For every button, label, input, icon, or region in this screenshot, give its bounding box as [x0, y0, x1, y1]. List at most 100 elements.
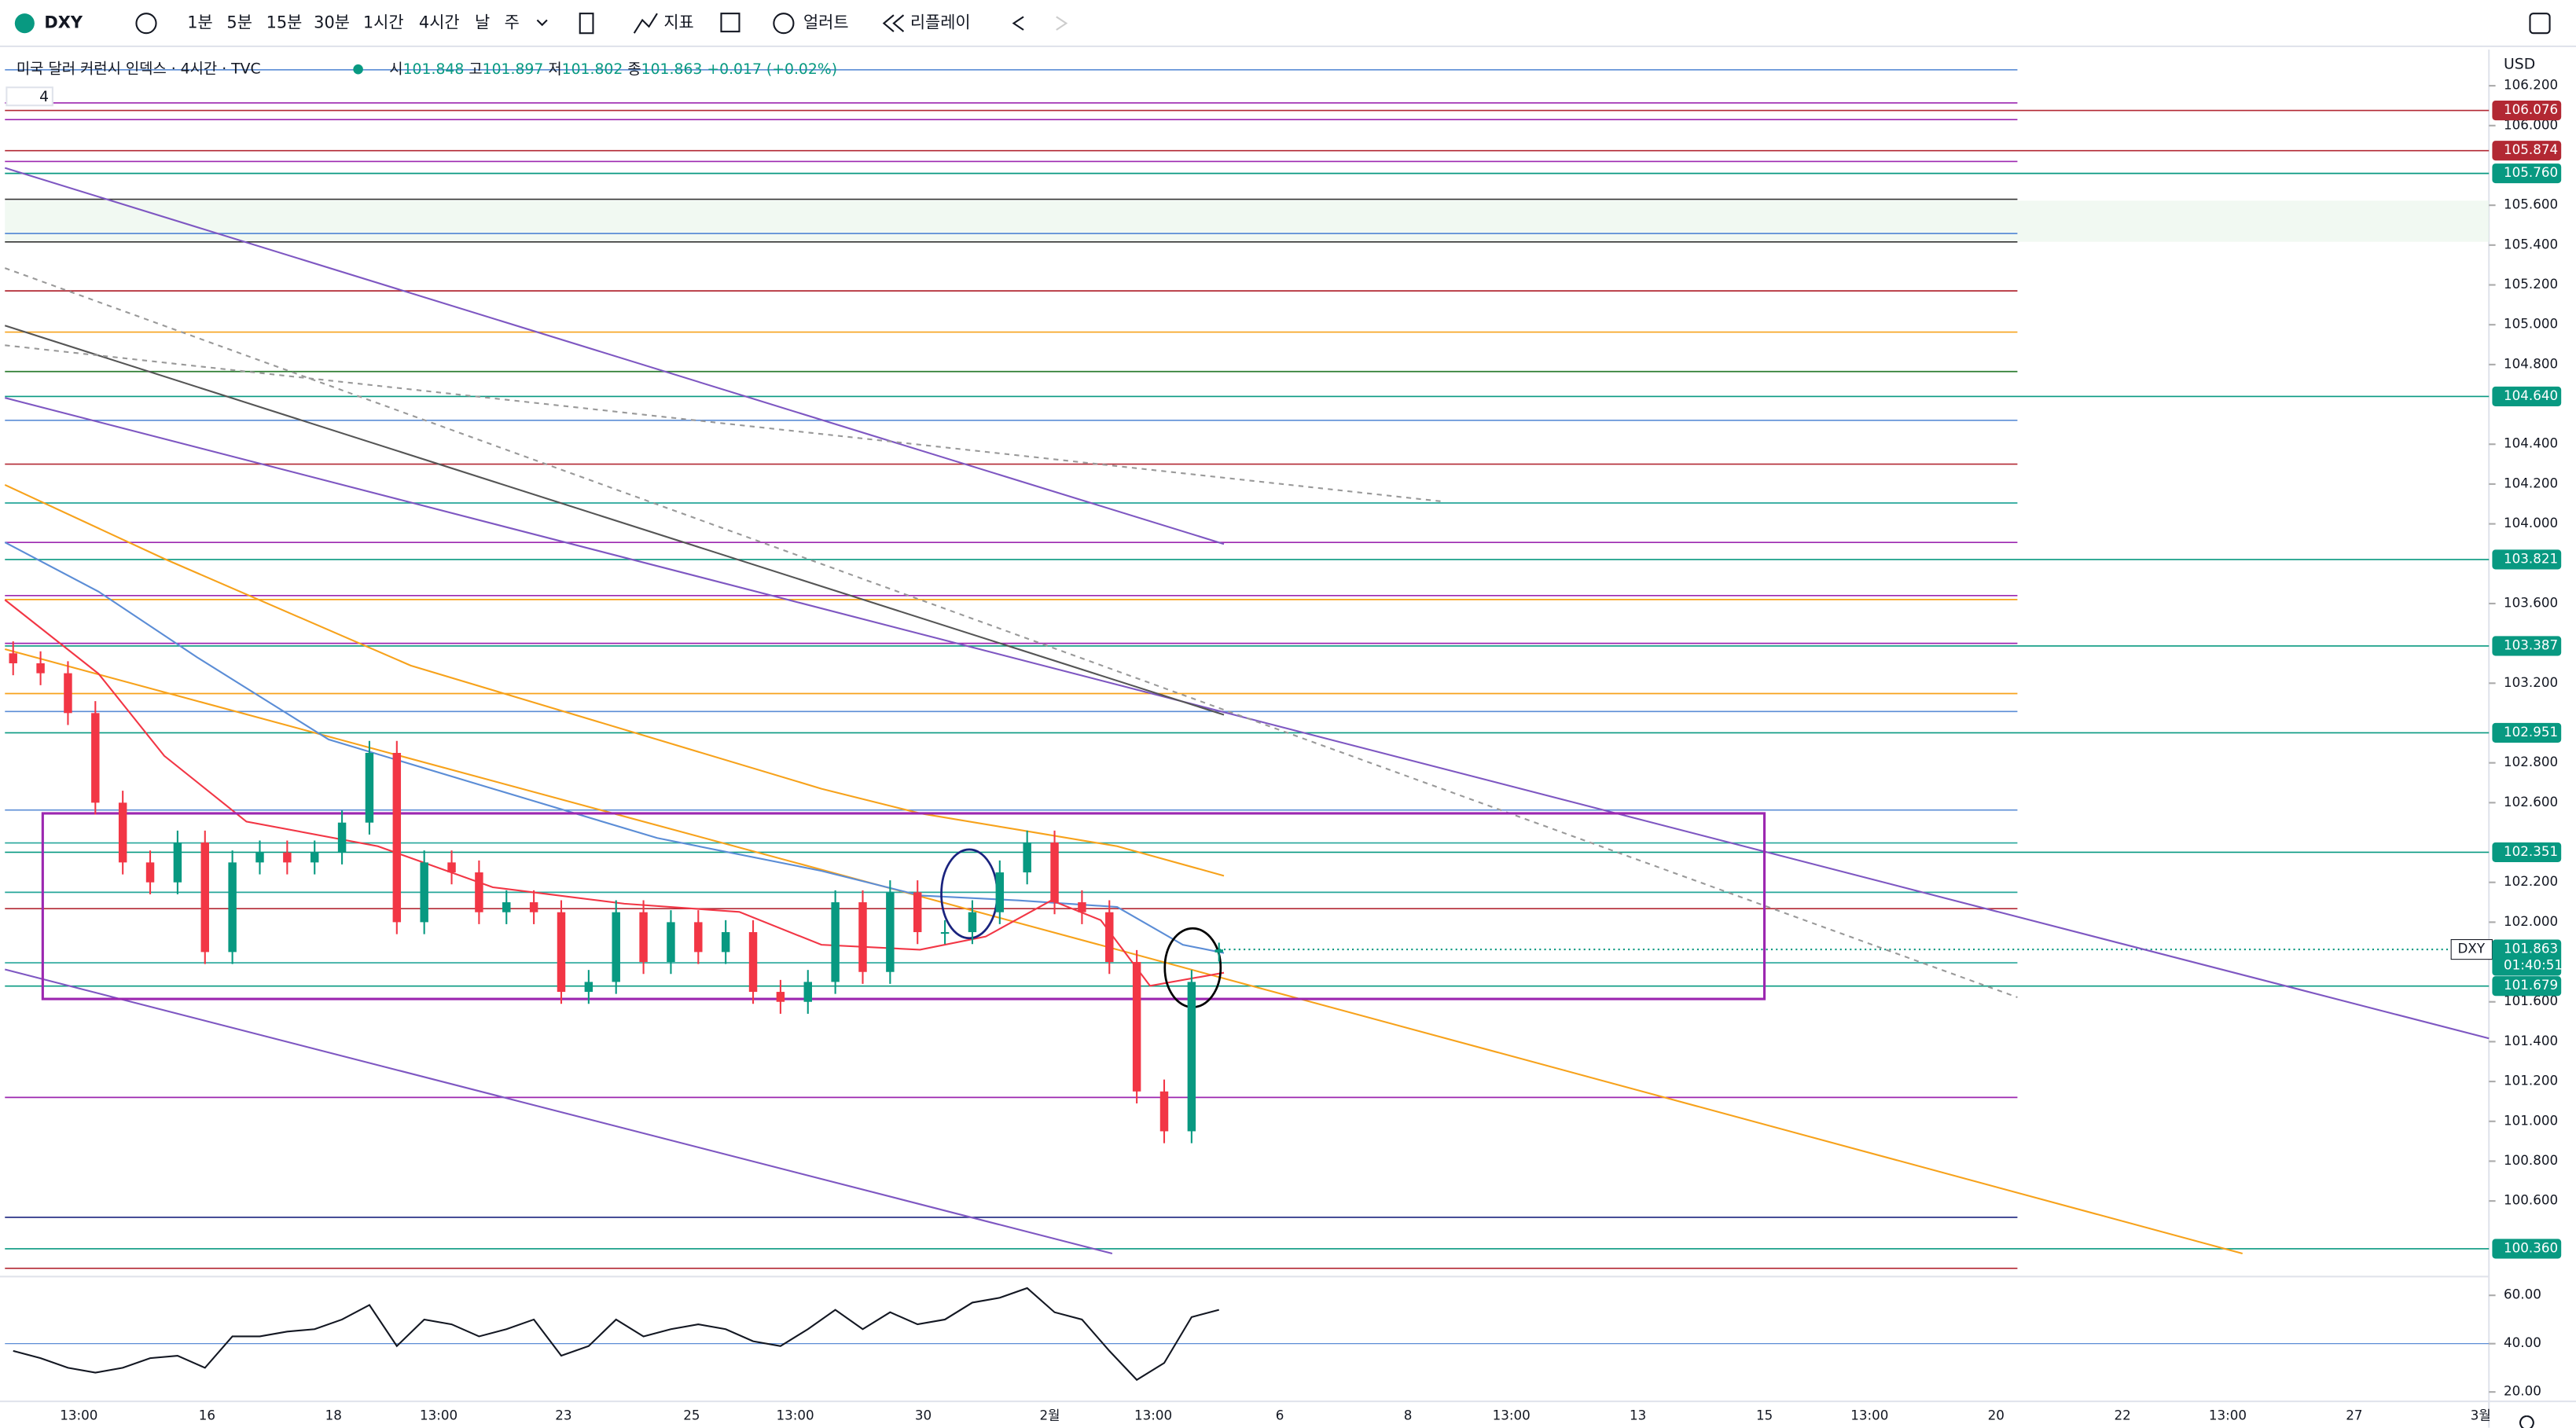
alerts[interactable]: 얼러트	[803, 13, 849, 32]
level-lines	[5, 69, 2490, 1269]
candles	[9, 641, 1223, 1144]
interval[interactable]: 1분	[187, 13, 213, 32]
price-tag-label: 105.760	[2504, 164, 2558, 180]
x-tick-label: 18	[325, 1407, 342, 1422]
zone	[5, 200, 2490, 242]
candle-body	[1187, 982, 1196, 1132]
interval[interactable]: 날	[475, 13, 490, 32]
candle-body	[200, 842, 209, 953]
high-value: 101.897	[483, 61, 544, 78]
candle-body	[173, 842, 182, 883]
rsi-tick-label: 60.00	[2504, 1287, 2541, 1302]
y-tick-label: 106.200	[2504, 77, 2558, 93]
undo[interactable]	[1012, 16, 1024, 31]
price-tag	[2492, 163, 2562, 184]
candle-body	[420, 862, 428, 923]
x-tick-label: 15	[1756, 1407, 1773, 1422]
y-tick-label: 106.000	[2504, 116, 2558, 132]
x-tick-label: 13:00	[60, 1407, 97, 1422]
y-tick-label: 102.200	[2504, 873, 2558, 889]
rsi-pane: 60.00 40.00 20.00	[5, 1287, 2541, 1399]
open-value: 101.848	[403, 61, 465, 78]
y-tick-label: 101.600	[2504, 993, 2558, 1008]
low-label: 저	[548, 61, 561, 78]
y-tick-label: 103.600	[2504, 594, 2558, 610]
indicator-count: 4	[39, 89, 49, 105]
replay-icon	[882, 14, 905, 32]
x-tick-label: 13:00	[1850, 1407, 1888, 1422]
candle-body	[940, 932, 950, 934]
price-tag	[2492, 100, 2562, 121]
y-tick-label: 104.200	[2504, 475, 2558, 490]
interval[interactable]: 5분	[226, 13, 252, 32]
price-tag	[2492, 976, 2562, 997]
candle-body	[748, 932, 758, 993]
rsi-tick-label: 20.00	[2504, 1383, 2541, 1399]
layouts[interactable]	[720, 13, 740, 33]
redo[interactable]	[1056, 16, 1068, 31]
candle-body	[858, 902, 867, 972]
x-tick-label: 13:00	[1134, 1407, 1172, 1422]
settings[interactable]	[2519, 1415, 2534, 1428]
symbol[interactable]: DXY	[44, 13, 83, 32]
replay[interactable]: 리플레이	[910, 13, 971, 32]
fullscreen[interactable]	[2529, 13, 2551, 35]
x-tick-label: 13:00	[420, 1407, 458, 1422]
candle-body	[529, 902, 538, 912]
candle-body	[310, 852, 319, 863]
candle-body	[337, 822, 347, 853]
y-tick-label: 101.400	[2504, 1033, 2558, 1048]
y-tick-label: 105.200	[2504, 276, 2558, 292]
status-dot	[353, 64, 363, 75]
indicator-toggle[interactable]	[6, 86, 53, 107]
candle-body	[145, 862, 155, 883]
add-symbol[interactable]	[135, 13, 157, 35]
x-tick-label: 13:00	[2209, 1407, 2247, 1422]
price-tag	[2492, 386, 2562, 406]
y-tick-label: 101.200	[2504, 1073, 2558, 1088]
moving-average-line	[4, 325, 1225, 716]
interval[interactable]: 주	[505, 13, 520, 32]
x-tick-label: 2월	[1039, 1407, 1060, 1422]
candle-body	[392, 752, 402, 923]
range-box	[41, 812, 1766, 1000]
currency[interactable]: USD	[2504, 56, 2535, 72]
candle-body	[1105, 912, 1114, 963]
symbol-tag-bg	[2450, 939, 2493, 960]
price-tag-label: 100.360	[2504, 1239, 2558, 1255]
candle-body	[255, 852, 264, 863]
price-tag	[2492, 549, 2562, 570]
close-value: 101.863	[641, 61, 703, 78]
symbol-icon	[14, 13, 35, 34]
candle-body	[667, 922, 675, 963]
current-price-tag	[2492, 939, 2562, 976]
x-tick-label: 30	[915, 1407, 932, 1422]
dashed-line	[4, 267, 2018, 998]
candle-body	[228, 862, 237, 953]
price-tag-label: 101.679	[2504, 977, 2558, 993]
candle-body	[968, 912, 977, 933]
candle-body	[995, 872, 1005, 912]
trend-line	[5, 968, 1113, 1255]
candle-body	[1132, 962, 1141, 1092]
price-tag	[2492, 722, 2562, 743]
chart-type[interactable]	[579, 13, 594, 35]
ohlc: 시101.848 고101.897 저101.802 종101.863 +0.0…	[389, 61, 837, 78]
high-label: 고	[469, 61, 482, 78]
interval[interactable]: 30분	[314, 13, 350, 32]
indicators[interactable]: 지표	[663, 13, 693, 32]
interval[interactable]: 4시간	[419, 13, 460, 32]
candle-body	[9, 653, 17, 663]
candle-body	[447, 862, 456, 873]
price-tag-label: 106.076	[2504, 101, 2558, 117]
open-label: 시	[389, 61, 402, 78]
candle-body	[831, 902, 840, 982]
price-tag-label: 102.951	[2504, 724, 2558, 740]
candle-body	[886, 892, 895, 972]
candle-body	[694, 922, 703, 953]
interval[interactable]: 15분	[266, 13, 303, 32]
interval-dropdown[interactable]	[536, 19, 548, 27]
interval[interactable]: 1시간	[363, 13, 404, 32]
y-tick-label: 105.000	[2504, 316, 2558, 332]
